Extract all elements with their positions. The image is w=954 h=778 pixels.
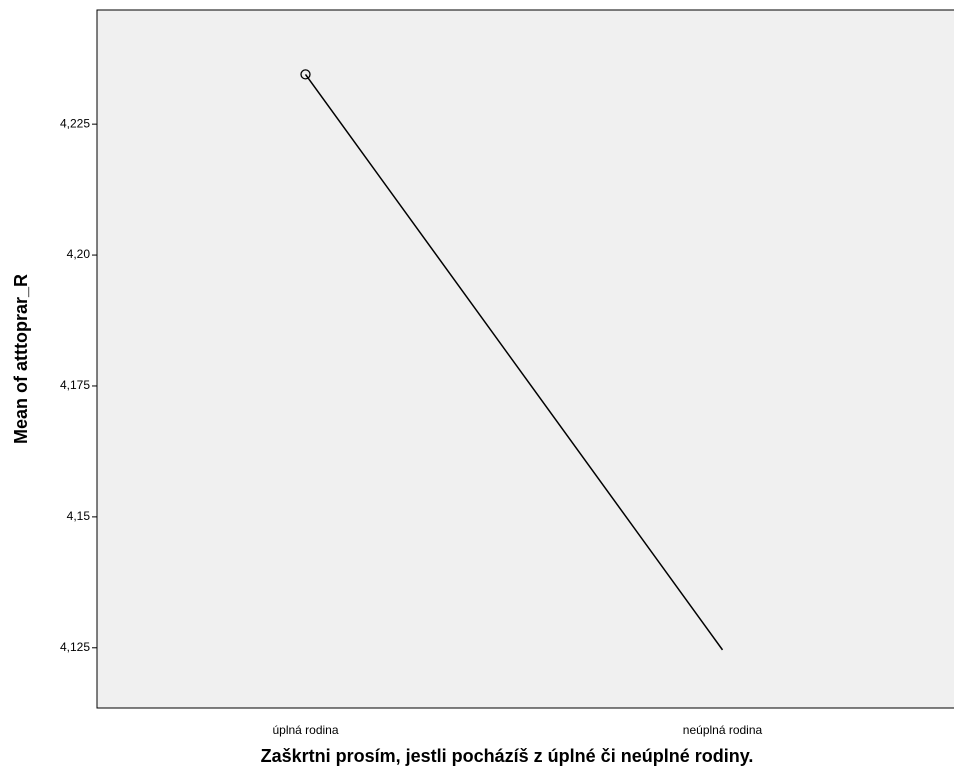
- y-axis-title: Mean of atttoprar_R: [11, 274, 31, 444]
- line-series: [304, 73, 724, 651]
- y-tick-label: 4,175: [60, 378, 90, 392]
- plot-area: [96, 9, 954, 709]
- y-tick-label: 4,125: [60, 640, 90, 654]
- x-tick-label: neúplná rodina: [683, 723, 763, 737]
- y-tick-label: 4,225: [60, 116, 90, 130]
- point-marker: [300, 69, 311, 80]
- y-tick-label: 4,20: [67, 247, 91, 261]
- x-axis-title: Zaškrtni prosím, jestli pocházíš z úplné…: [261, 746, 754, 766]
- x-tick-label: úplná rodina: [272, 723, 338, 737]
- y-tick-label: 4,15: [67, 509, 91, 523]
